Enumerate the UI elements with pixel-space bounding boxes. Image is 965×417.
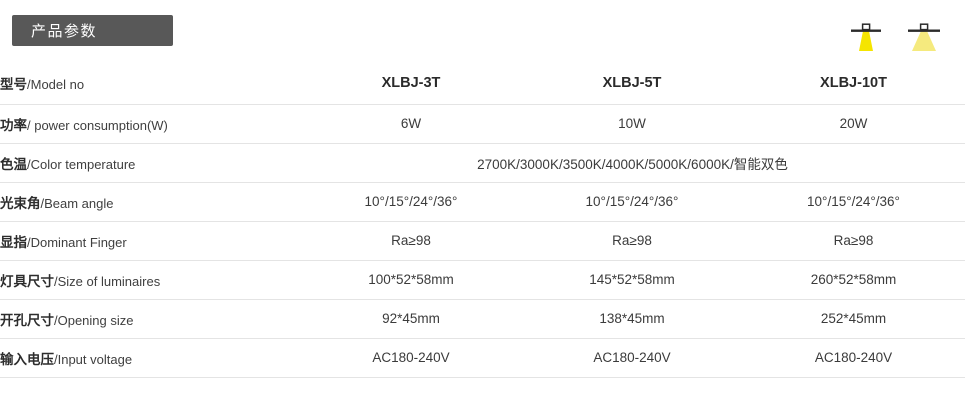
table-row: 功率/ power consumption(W) 6W 10W 20W <box>0 104 965 144</box>
table-row: 显指/Dominant Finger Ra≥98 Ra≥98 Ra≥98 <box>0 221 965 261</box>
beam-angle-value-col3: 10°/15°/24°/36° <box>742 182 965 222</box>
luminaire-size-value-col1: 100*52*58mm <box>300 260 522 300</box>
table-row: 光束角/Beam angle 10°/15°/24°/36° 10°/15°/2… <box>0 182 965 222</box>
opening-size-value-col2: 138*45mm <box>522 299 742 339</box>
wide-beam-downlight-icon <box>905 20 943 53</box>
section-title-badge: 产品参数 <box>12 15 173 46</box>
row-label: 型号/Model no <box>0 62 300 105</box>
row-label: 开孔尺寸/Opening size <box>0 299 300 339</box>
table-row: 灯具尺寸/Size of luminaires 100*52*58mm 145*… <box>0 260 965 300</box>
model-value-col2: XLBJ-5T <box>522 62 742 105</box>
beam-angle-icon-group <box>847 20 943 53</box>
input-voltage-value-col1: AC180-240V <box>300 338 522 378</box>
input-voltage-value-col2: AC180-240V <box>522 338 742 378</box>
luminaire-size-value-col3: 260*52*58mm <box>742 260 965 300</box>
power-value-col2: 10W <box>522 104 742 144</box>
opening-size-value-col1: 92*45mm <box>300 299 522 339</box>
specification-table: 型号/Model no XLBJ-3T XLBJ-5T XLBJ-10T 功率/… <box>0 62 965 378</box>
opening-size-value-col3: 252*45mm <box>742 299 965 339</box>
model-value-col3: XLBJ-10T <box>742 62 965 105</box>
model-value-col1: XLBJ-3T <box>300 62 522 105</box>
power-value-col1: 6W <box>300 104 522 144</box>
page-header: 产品参数 <box>0 0 965 62</box>
cri-value-col3: Ra≥98 <box>742 221 965 261</box>
table-row: 开孔尺寸/Opening size 92*45mm 138*45mm 252*4… <box>0 299 965 339</box>
luminaire-size-value-col2: 145*52*58mm <box>522 260 742 300</box>
table-row: 色温/Color temperature 2700K/3000K/3500K/4… <box>0 143 965 183</box>
row-label: 显指/Dominant Finger <box>0 221 300 261</box>
power-value-col3: 20W <box>742 104 965 144</box>
row-label: 光束角/Beam angle <box>0 182 300 222</box>
row-label: 色温/Color temperature <box>0 143 300 183</box>
cri-value-col2: Ra≥98 <box>522 221 742 261</box>
row-label: 功率/ power consumption(W) <box>0 104 300 144</box>
beam-angle-value-col1: 10°/15°/24°/36° <box>300 182 522 222</box>
input-voltage-value-col3: AC180-240V <box>742 338 965 378</box>
section-title-label: 产品参数 <box>31 23 98 40</box>
table-row: 输入电压/Input voltage AC180-240V AC180-240V… <box>0 338 965 378</box>
narrow-beam-downlight-icon <box>847 20 885 53</box>
row-label: 灯具尺寸/Size of luminaires <box>0 260 300 300</box>
color-temperature-value-merged: 2700K/3000K/3500K/4000K/5000K/6000K/智能双色 <box>300 143 965 183</box>
beam-angle-value-col2: 10°/15°/24°/36° <box>522 182 742 222</box>
cri-value-col1: Ra≥98 <box>300 221 522 261</box>
table-row: 型号/Model no XLBJ-3T XLBJ-5T XLBJ-10T <box>0 62 965 105</box>
row-label: 输入电压/Input voltage <box>0 338 300 378</box>
